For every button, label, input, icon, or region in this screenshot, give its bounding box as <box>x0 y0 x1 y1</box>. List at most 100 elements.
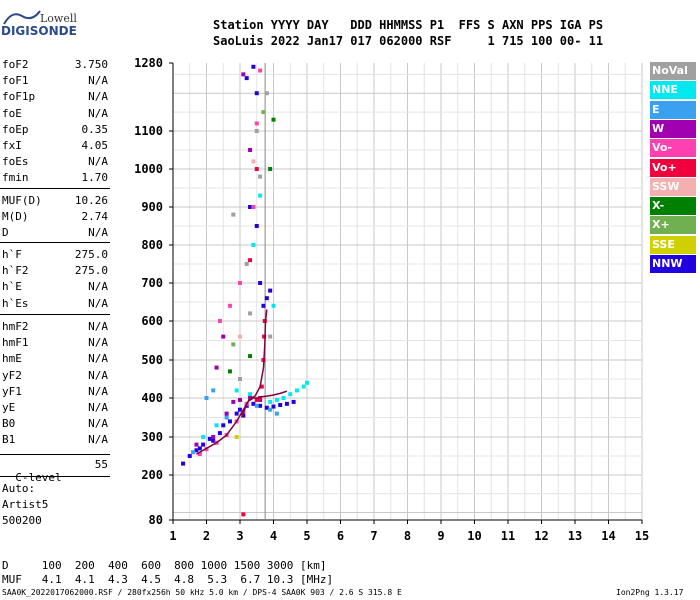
param-label: h`F <box>2 248 22 261</box>
data-point-nnw <box>194 448 199 453</box>
data-point-vo- <box>238 281 242 285</box>
logo-digisonde-text: DIGISONDE <box>1 24 77 38</box>
x-tick-label: 4 <box>270 529 277 543</box>
param-row: B0 N/A <box>2 417 108 433</box>
data-point-e <box>268 407 273 412</box>
data-point-vo- <box>217 319 222 323</box>
param-label: D <box>2 226 9 240</box>
legend-item: SSW <box>650 177 696 196</box>
data-point-nnw <box>244 76 249 81</box>
footer-file-info: SAA0K_2022017062000.RSF / 280fx256h 50 k… <box>2 588 402 597</box>
x-tick-label: 2 <box>203 529 210 543</box>
data-point-nnw <box>258 403 263 408</box>
param-row: foE N/A <box>2 107 108 123</box>
data-point-nne <box>274 397 279 402</box>
param-label: yE <box>2 401 16 414</box>
autoscale-label: Auto: <box>2 482 36 495</box>
header-row-values: SaoLuis 2022 Jan17 017 062000 RSF 1 715 … <box>213 34 604 48</box>
data-point-nne <box>268 399 273 404</box>
header-row-labels: Station YYYY DAY DDD HHMMSS P1 FFS S AXN… <box>213 18 604 32</box>
param-value: 10.26 <box>74 194 108 207</box>
legend-item: NNW <box>650 255 696 273</box>
trace-line <box>196 396 261 455</box>
param-value: N/A <box>88 336 108 350</box>
data-point-noval <box>244 262 249 266</box>
data-point-nnw <box>254 224 259 228</box>
param-label: hmF1 <box>2 336 29 350</box>
param-row: h`E N/A <box>2 280 108 296</box>
param-value: 1.70 <box>81 171 109 185</box>
footer-version: Ion2Png 1.3.17 <box>616 588 684 597</box>
param-row: MUF(D) 10.26 <box>2 194 108 210</box>
data-point-e <box>211 388 216 393</box>
x-tick-label: 15 <box>635 529 649 543</box>
param-value: N/A <box>88 226 108 240</box>
x-tick-label: 9 <box>437 529 444 543</box>
data-point-nne <box>305 380 309 385</box>
param-row: hmF1 N/A <box>2 336 108 352</box>
data-point-vo- <box>254 121 259 126</box>
legend-item: SSE <box>650 235 696 254</box>
param-value: N/A <box>88 401 108 414</box>
data-point-nne <box>271 303 276 308</box>
param-label: fmin <box>2 171 29 185</box>
legend-item: Vo- <box>650 139 696 158</box>
digisonde-logo <box>2 8 42 30</box>
chart-ticks: 1 2 3 4 5 6 7 8 9 10 11 12 13 14 158020030040050060070… <box>134 56 649 543</box>
chart-marks <box>181 64 309 517</box>
separator <box>0 242 110 243</box>
data-point-e <box>254 403 259 408</box>
data-point-noval <box>264 91 269 96</box>
legend-item: X+ <box>650 216 696 235</box>
param-row: B1 N/A <box>2 433 108 449</box>
param-row: foEs N/A <box>2 155 108 171</box>
param-label: hmE <box>2 352 22 366</box>
param-label: MUF(D) <box>2 194 42 207</box>
data-point-vo- <box>254 167 259 171</box>
data-point-w <box>194 442 199 447</box>
param-value: N/A <box>88 296 108 310</box>
param-value: N/A <box>88 433 108 447</box>
param-label: yF2 <box>2 368 22 382</box>
data-point-vo- <box>258 68 263 73</box>
param-label: yF1 <box>2 384 22 398</box>
legend-item: E <box>650 100 696 119</box>
param-label: foF2 <box>2 58 29 71</box>
data-point-nnw <box>264 405 269 410</box>
autoscale-code: 500200 <box>2 514 42 527</box>
data-point-w <box>211 435 216 439</box>
data-point-nnw <box>261 303 266 308</box>
param-value: N/A <box>88 106 108 120</box>
data-point-nne <box>234 388 239 393</box>
data-point-vo- <box>251 205 256 209</box>
y-tick-label: 900 <box>141 200 163 214</box>
param-value: N/A <box>88 280 108 294</box>
data-point-nne <box>201 435 206 439</box>
data-point-vo- <box>248 258 253 263</box>
param-label: h`F2 <box>2 264 29 278</box>
data-point-x- <box>268 167 273 171</box>
y-tick-label: 500 <box>141 353 163 367</box>
data-point-nne <box>288 392 293 397</box>
separator <box>0 188 110 189</box>
data-point-e <box>274 411 279 416</box>
x-tick-label: 12 <box>534 529 548 543</box>
data-point-noval <box>248 311 253 316</box>
data-point-x- <box>227 369 232 374</box>
param-row: fmin 1.70 <box>2 171 108 187</box>
data-point-nnw <box>227 419 232 424</box>
data-point-x- <box>261 110 266 115</box>
data-point-nnw <box>207 436 212 441</box>
param-value: N/A <box>88 74 108 88</box>
y-tick-label: 400 <box>141 391 163 405</box>
data-point-w <box>241 72 246 77</box>
legend-item: NNE <box>650 81 696 100</box>
param-value: N/A <box>88 417 108 431</box>
x-tick-label: 13 <box>568 529 582 543</box>
data-point-nnw <box>211 438 216 443</box>
data-point-nne <box>248 392 253 397</box>
trace-line <box>260 390 288 398</box>
data-point-w <box>214 365 219 370</box>
data-point-nnw <box>254 91 259 96</box>
param-value: 2.74 <box>81 210 109 224</box>
